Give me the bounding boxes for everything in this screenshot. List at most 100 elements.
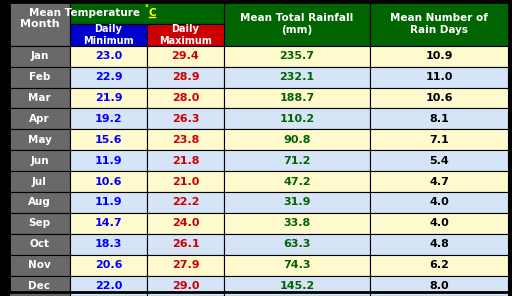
Bar: [9, 213, 70, 234]
Text: 8.1: 8.1: [429, 114, 449, 124]
Bar: [147, 255, 224, 276]
Bar: [370, 129, 508, 150]
Text: May: May: [28, 135, 51, 145]
Text: 19.2: 19.2: [95, 114, 122, 124]
Bar: [147, 276, 224, 296]
Text: 18.3: 18.3: [95, 239, 122, 249]
Bar: [224, 234, 370, 255]
Bar: [224, 108, 370, 129]
Bar: [70, 255, 147, 276]
Text: 27.9: 27.9: [172, 260, 199, 270]
Text: Mar: Mar: [28, 93, 51, 103]
Bar: [224, 276, 370, 296]
Bar: [224, 255, 370, 276]
Text: Dec: Dec: [29, 281, 51, 291]
Bar: [370, 88, 508, 108]
Text: 4.0: 4.0: [429, 197, 449, 207]
Text: 63.3: 63.3: [283, 239, 311, 249]
Text: C: C: [149, 8, 157, 18]
Bar: [370, 276, 508, 296]
Text: 5.4: 5.4: [429, 156, 449, 166]
Bar: [224, 46, 370, 67]
Text: Jul: Jul: [32, 176, 47, 186]
Text: 10.6: 10.6: [95, 176, 122, 186]
Bar: [224, 67, 370, 88]
Bar: [147, 88, 224, 108]
Bar: [224, 150, 370, 171]
Bar: [70, 67, 147, 88]
Text: 235.7: 235.7: [280, 51, 314, 61]
Bar: [9, 192, 70, 213]
Bar: [147, 108, 224, 129]
Bar: [370, 67, 508, 88]
Bar: [224, 171, 370, 192]
Bar: [9, 234, 70, 255]
Text: 22.2: 22.2: [172, 197, 199, 207]
Bar: [70, 2, 224, 24]
Text: Daily
Maximum: Daily Maximum: [159, 24, 212, 46]
Text: Feb: Feb: [29, 72, 50, 82]
Text: Month: Month: [19, 19, 59, 29]
Text: 22.9: 22.9: [95, 72, 122, 82]
Bar: [9, 255, 70, 276]
Text: 71.2: 71.2: [283, 156, 311, 166]
Text: Oct: Oct: [30, 239, 50, 249]
Bar: [70, 108, 147, 129]
Bar: [70, 213, 147, 234]
Bar: [147, 171, 224, 192]
Text: 24.0: 24.0: [172, 218, 199, 228]
Text: 4.8: 4.8: [429, 239, 449, 249]
Text: 29.4: 29.4: [172, 51, 199, 61]
Text: 4.7: 4.7: [429, 176, 449, 186]
Text: Mean Total Rainfall
(mm): Mean Total Rainfall (mm): [240, 13, 354, 35]
Bar: [370, 150, 508, 171]
Bar: [9, 67, 70, 88]
Bar: [70, 24, 147, 46]
Bar: [70, 88, 147, 108]
Bar: [147, 67, 224, 88]
Text: °: °: [144, 5, 148, 14]
Text: Sep: Sep: [28, 218, 51, 228]
Text: Jun: Jun: [30, 156, 49, 166]
Bar: [147, 213, 224, 234]
Text: 23.0: 23.0: [95, 51, 122, 61]
Text: 26.1: 26.1: [172, 239, 199, 249]
Bar: [370, 171, 508, 192]
Text: Jan: Jan: [30, 51, 49, 61]
Bar: [9, 88, 70, 108]
Bar: [370, 108, 508, 129]
Text: 4.0: 4.0: [429, 218, 449, 228]
Text: 10.9: 10.9: [425, 51, 453, 61]
Text: 8.0: 8.0: [429, 281, 449, 291]
Bar: [147, 24, 224, 46]
Text: 188.7: 188.7: [280, 93, 314, 103]
Bar: [147, 192, 224, 213]
Text: 22.0: 22.0: [95, 281, 122, 291]
Bar: [147, 150, 224, 171]
Bar: [370, 46, 508, 67]
Text: 21.9: 21.9: [95, 93, 122, 103]
Bar: [370, 192, 508, 213]
Bar: [70, 192, 147, 213]
Text: 14.7: 14.7: [95, 218, 122, 228]
Text: 110.2: 110.2: [280, 114, 314, 124]
Bar: [9, 150, 70, 171]
Bar: [224, 129, 370, 150]
Text: 23.8: 23.8: [172, 135, 199, 145]
Text: 11.9: 11.9: [95, 156, 122, 166]
Text: 28.9: 28.9: [172, 72, 199, 82]
Bar: [147, 46, 224, 67]
Text: 33.8: 33.8: [283, 218, 311, 228]
Text: 47.2: 47.2: [283, 176, 311, 186]
Bar: [224, 2, 370, 46]
Bar: [224, 192, 370, 213]
Text: 10.6: 10.6: [425, 93, 453, 103]
Text: Mean Number of
Rain Days: Mean Number of Rain Days: [390, 13, 488, 35]
Text: 90.8: 90.8: [283, 135, 311, 145]
Text: 15.6: 15.6: [95, 135, 122, 145]
Bar: [370, 234, 508, 255]
Text: 232.1: 232.1: [280, 72, 314, 82]
Text: 11.9: 11.9: [95, 197, 122, 207]
Text: Daily
Minimum: Daily Minimum: [83, 24, 134, 46]
Bar: [9, 46, 70, 67]
